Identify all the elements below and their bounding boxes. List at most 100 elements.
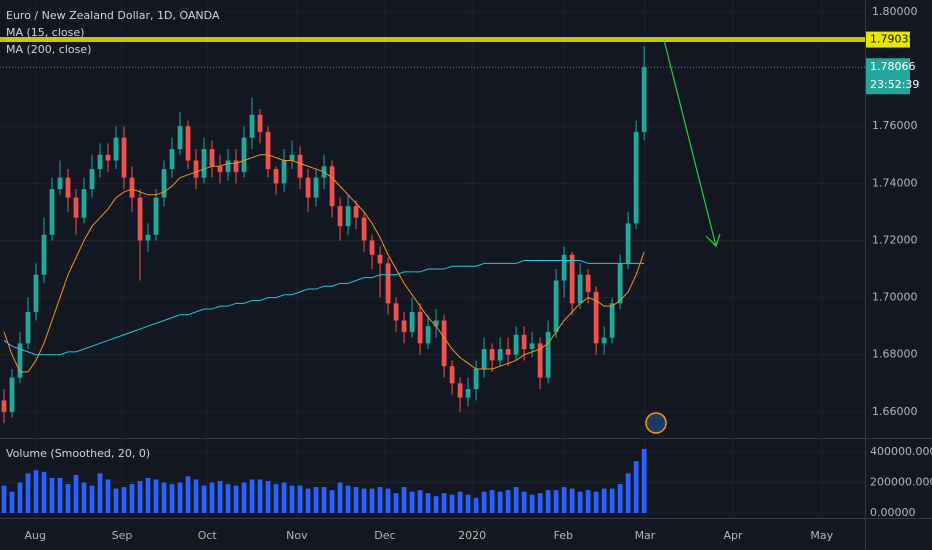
candle-body [617,263,623,304]
horizontal-line-label-bg [866,31,910,48]
candle-body [201,149,207,178]
horizontal-line-label: 1.79035 [870,33,916,46]
volume-bar [57,477,63,513]
volume-tick-label: 0.00000 [870,506,916,519]
candle-body [169,149,175,170]
axes: 1.66000 1.68000 1.70000 1.72000 1.74000 1.760… [24,5,932,542]
volume-bar [145,477,151,513]
volume-bar [25,473,31,513]
candle-body [217,166,223,172]
candle-body [553,280,559,332]
candle-body [313,177,319,198]
volume-bar [201,485,207,513]
volume-bar [1,485,7,513]
candle-body [9,377,15,412]
candle-body [577,274,583,304]
volume-bar [433,496,439,513]
volume-bar [489,490,495,513]
candle-body [73,197,79,218]
arrow-line [663,39,717,247]
volume-bar [609,488,615,513]
candle-body [249,114,255,138]
volume-bar [417,490,423,513]
grid [0,0,865,518]
volume-bar [529,494,535,513]
candle-body [601,337,607,344]
volume-bar [313,487,319,513]
candle-body [121,137,127,178]
y-tick-label: 1.76000 [872,119,918,132]
volume-bar [185,476,191,513]
volume-bar [393,493,399,513]
volume-bar [409,491,415,513]
volume-bar [337,482,343,513]
candle-body [137,197,143,241]
candle-body [281,160,287,184]
volume-bar [73,474,79,513]
volume-bar [49,477,55,513]
volume-bar [257,479,263,513]
candle-body [241,137,247,172]
volume-bar [65,484,71,513]
candle-body [417,311,423,344]
volume-bar [561,487,567,513]
candle-body [225,160,231,172]
y-tick-label: 1.80000 [872,5,918,18]
legend-ma200: MA (200, close) [6,43,91,56]
volume-bar [321,487,327,513]
candle-body [25,311,31,344]
volume-bar [513,487,519,513]
candle-body [449,366,455,384]
volume-bar [89,485,95,513]
x-tick-label: Oct [198,529,218,542]
candle-body [593,291,599,344]
candle-body [473,369,479,390]
volume-bar [481,491,487,513]
volume-bar [641,448,647,513]
volume-bar [601,488,607,513]
volume-bar [473,497,479,513]
x-tick-label: Feb [554,529,573,542]
ma-line [3,154,645,373]
volume-bar [177,482,183,513]
volume-bar [497,491,503,513]
candle-body [529,343,535,350]
candle-body [305,177,311,198]
candle-body [425,326,431,344]
ma-line [3,259,645,356]
candle-body [177,126,183,150]
volume-bar [121,487,127,513]
candle-body [361,217,367,241]
volume-bar [593,491,599,513]
candle-body [105,154,111,161]
volume-bar [97,473,103,513]
candle-body [385,263,391,304]
volume-bar [233,485,239,513]
chart-title: Euro / New Zealand Dollar, 1D, OANDA [6,9,220,22]
volume-bar [33,470,39,513]
volume-bar [377,487,383,513]
candle-body [49,189,55,235]
candle-body [521,334,527,350]
candle-body [161,169,167,198]
volume-bar [441,493,447,513]
candle-body [89,169,95,190]
volume-bar [617,484,623,513]
candle-body [377,254,383,264]
volume-bar [297,485,303,513]
x-tick-label: Dec [374,529,395,542]
candle-body [609,303,615,338]
candle-body [489,349,495,361]
y-tick-label: 1.70000 [872,291,918,304]
volume-bar [345,485,351,513]
volume-bar [81,482,87,513]
volume-bar [217,480,223,513]
x-tick-label: Mar [635,529,656,542]
candle-body [409,311,415,332]
volume-bar [41,471,47,513]
volume-bar [137,480,143,513]
candle-body [641,67,647,132]
event-icon[interactable] [645,412,667,434]
volume-bar [457,491,463,513]
volume-bar [305,488,311,513]
